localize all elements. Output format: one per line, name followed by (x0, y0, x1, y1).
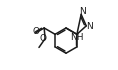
Text: NH: NH (70, 33, 84, 42)
Text: N: N (79, 7, 86, 16)
Text: N: N (86, 22, 93, 31)
Text: O: O (32, 27, 39, 36)
Text: O: O (39, 34, 46, 43)
